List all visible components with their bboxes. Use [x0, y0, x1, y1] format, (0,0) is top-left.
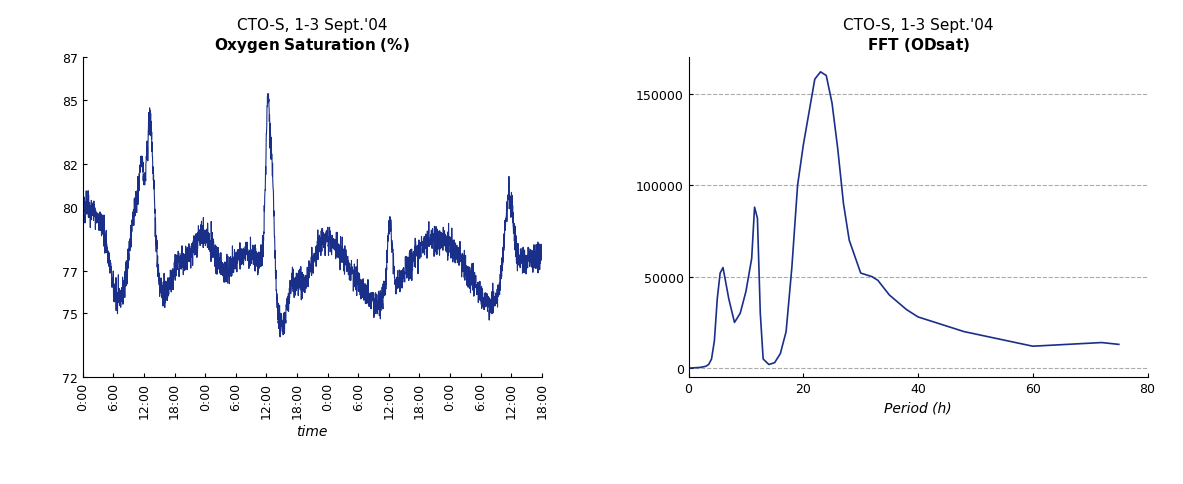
- X-axis label: Period (h): Period (h): [884, 401, 952, 415]
- Title: CTO-S, 1-3 Sept.'04
$\mathbf{Oxygen\ Saturation\ (\%)}$: CTO-S, 1-3 Sept.'04 $\mathbf{Oxygen\ Sat…: [214, 18, 411, 55]
- Title: CTO-S, 1-3 Sept.'04
$\mathbf{FFT\ (ODsat)}$: CTO-S, 1-3 Sept.'04 $\mathbf{FFT\ (ODsat…: [842, 18, 994, 54]
- X-axis label: time: time: [297, 424, 328, 438]
